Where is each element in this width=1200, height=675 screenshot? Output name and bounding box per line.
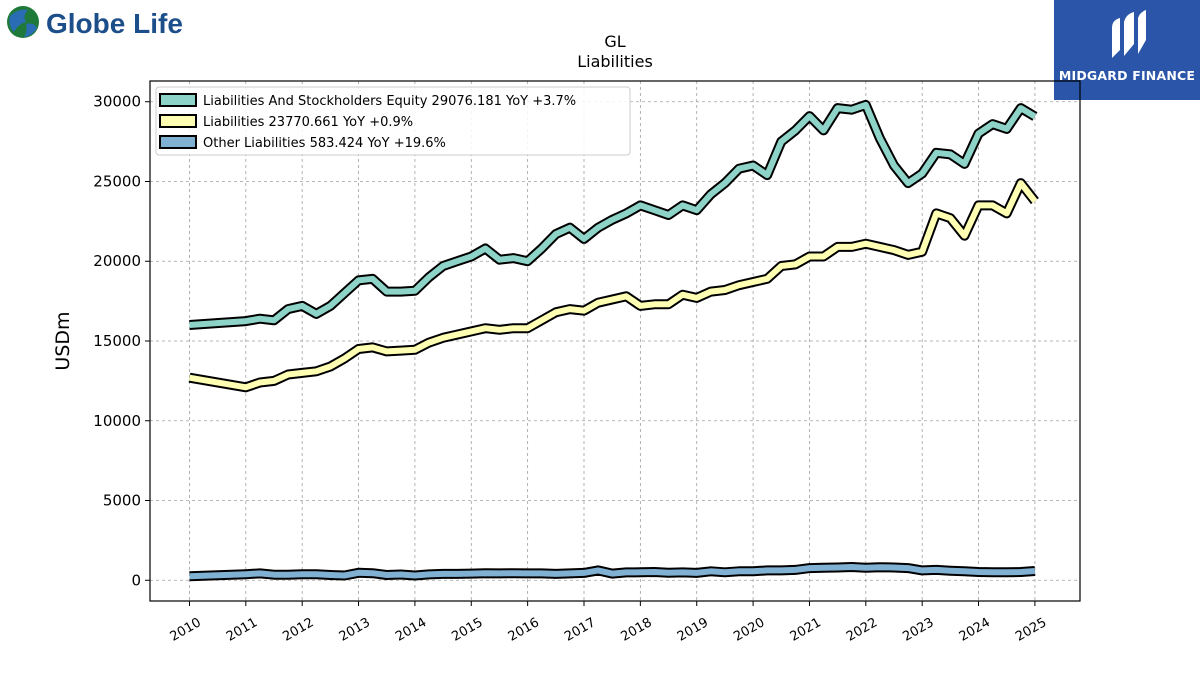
legend-swatch [159,93,197,107]
other-liabilities-series-line-fill [189,564,1036,580]
legend-swatch [159,135,197,149]
x-tick-label: 2025 [1013,615,1049,645]
grid-lines [150,81,1080,601]
plot-frame [149,80,1081,602]
x-tick-label: 2020 [731,615,767,645]
equity-series-line-fill [189,101,1037,328]
y-tick-label: 15000 [93,332,141,350]
chart-subtitle: Liabilities [577,52,653,71]
x-tick-label: 2010 [168,615,204,645]
y-axis-ticks: 0 5000 10000 15000 20000 25000 30000 [93,93,150,589]
brand-name: MIDGARD FINANCE [1058,68,1196,83]
x-tick-label: 2019 [675,615,711,645]
x-tick-label: 2021 [788,615,824,645]
other-liabilities-series-line [189,562,1036,582]
liabilities-series-line [188,178,1039,393]
y-tick-label: 25000 [93,172,141,190]
x-tick-label: 2024 [957,615,993,645]
liabilities-series-line-fill [188,180,1038,391]
globe-life-logo: Globe Life [4,2,204,42]
y-tick-label: 30000 [93,93,141,111]
x-tick-label: 2013 [337,615,373,645]
legend-label: Liabilities 23770.661 YoY +0.9% [203,115,413,130]
x-axis-ticks: 2010 2011 2012 2013 2014 2015 2016 2017 2018 2019… [168,601,1049,645]
x-tick-label: 2012 [280,615,316,645]
y-tick-label: 20000 [93,252,141,270]
x-tick-label: 2015 [449,615,485,645]
x-tick-label: 2014 [393,615,429,645]
chart-title: GL [604,32,625,51]
y-tick-label: 0 [131,571,141,589]
legend-swatch [159,114,197,128]
liabilities-series-line-outline [188,178,1039,393]
legend: Liabilities And Stockholders Equity 2907… [155,86,631,156]
y-axis-label: USDm [52,311,74,370]
x-tick-label: 2016 [506,615,542,645]
x-tick-label: 2023 [900,615,936,645]
x-tick-label: 2011 [224,615,260,645]
legend-label: Other Liabilities 583.424 YoY +19.6% [203,136,446,151]
legend-box [155,86,631,156]
company-name: Globe Life [46,8,183,39]
x-tick-label: 2018 [619,615,655,645]
x-tick-label: 2017 [562,615,598,645]
equity-series-line [189,99,1038,330]
legend-label: Liabilities And Stockholders Equity 2907… [203,94,576,109]
y-tick-label: 10000 [93,412,141,430]
y-tick-label: 5000 [103,492,141,510]
midgard-finance-badge: MIDGARD FINANCE [1054,0,1200,100]
series-lines [188,99,1039,582]
x-tick-label: 2022 [844,615,880,645]
midgard-logo-icon [1112,10,1146,58]
globe-icon [7,6,39,38]
